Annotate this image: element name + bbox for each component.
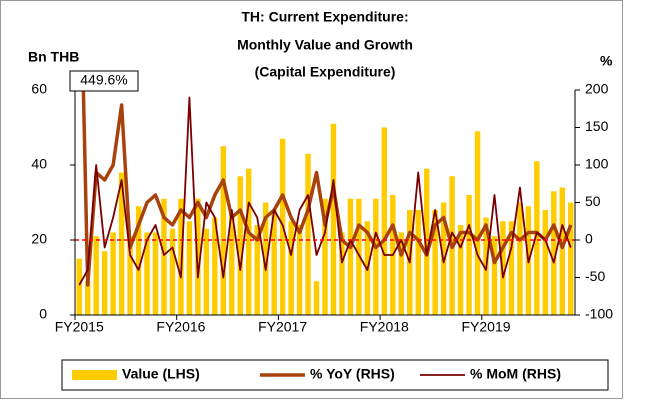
bar xyxy=(500,221,506,315)
bar xyxy=(339,232,345,315)
bar xyxy=(508,221,515,315)
bar xyxy=(76,258,82,315)
legend-label: % MoM (RHS) xyxy=(470,366,561,382)
bar xyxy=(373,198,379,315)
bar xyxy=(466,195,472,315)
bar xyxy=(220,146,227,315)
chart-title: TH: Current Expenditure: xyxy=(241,9,408,25)
bar xyxy=(559,187,565,315)
y2-tick-label: -100 xyxy=(585,306,613,322)
bar xyxy=(356,198,362,315)
y2-tick-label: 100 xyxy=(585,156,609,172)
y-tick-label: 40 xyxy=(31,156,47,172)
bar xyxy=(347,198,354,315)
annotation: 449.6% xyxy=(80,72,127,88)
bar xyxy=(195,198,201,315)
bar xyxy=(542,210,549,315)
bar xyxy=(551,191,557,315)
bar xyxy=(415,210,421,315)
bar xyxy=(127,236,133,315)
bar xyxy=(186,221,193,315)
x-tick-label: FY2017 xyxy=(258,319,307,335)
bar xyxy=(271,210,277,315)
bar xyxy=(93,236,99,315)
y2-tick-label: 150 xyxy=(585,118,609,134)
x-tick-label: FY2018 xyxy=(360,319,409,335)
bar xyxy=(101,251,108,315)
chart-title: (Capital Expenditure) xyxy=(255,64,396,80)
bar xyxy=(288,221,294,315)
bar xyxy=(229,213,235,315)
x-tick-label: FY2019 xyxy=(461,319,510,335)
bar xyxy=(423,168,430,315)
bar xyxy=(110,232,116,315)
bar xyxy=(296,225,303,315)
bar xyxy=(313,281,320,315)
bar xyxy=(135,206,142,315)
plot-area xyxy=(76,90,574,315)
y-tick-label: 60 xyxy=(31,81,47,97)
bar xyxy=(398,232,404,315)
bar xyxy=(118,172,125,315)
bar xyxy=(85,281,91,315)
bar xyxy=(491,236,498,315)
bar xyxy=(203,228,210,315)
legend-label: Value (LHS) xyxy=(122,366,200,382)
legend-label: % YoY (RHS) xyxy=(310,366,395,382)
y-axis-label: Bn THB xyxy=(28,49,79,65)
bar xyxy=(212,217,218,315)
y-tick-label: 0 xyxy=(39,306,47,322)
x-tick-label: FY2015 xyxy=(55,319,104,335)
bar xyxy=(161,198,167,315)
bar xyxy=(517,202,523,315)
y2-tick-label: 200 xyxy=(585,81,609,97)
bar xyxy=(178,198,184,315)
y2-tick-label: 0 xyxy=(585,231,593,247)
annotation-box xyxy=(69,70,139,92)
bar xyxy=(457,225,464,315)
y2-tick-label: 50 xyxy=(585,193,601,209)
line xyxy=(78,96,572,286)
bar xyxy=(152,232,159,315)
chart-title: Monthly Value and Growth xyxy=(237,37,413,53)
bar xyxy=(432,210,438,315)
bar xyxy=(246,168,252,315)
bar xyxy=(254,225,260,315)
bar xyxy=(568,202,574,315)
bar xyxy=(144,232,150,315)
bar xyxy=(381,127,388,315)
bar xyxy=(474,131,481,315)
y2-tick-label: -50 xyxy=(585,268,605,284)
x-tick-label: FY2016 xyxy=(156,319,205,335)
bar xyxy=(305,153,311,315)
legend-swatch xyxy=(72,370,117,380)
bar xyxy=(169,228,176,315)
bar xyxy=(322,198,328,315)
legend-box xyxy=(61,359,609,391)
bar xyxy=(534,161,540,315)
bar xyxy=(262,202,269,315)
bar xyxy=(237,176,243,315)
y-tick-label: 20 xyxy=(31,231,47,247)
bar xyxy=(330,123,337,315)
y2-axis-label: % xyxy=(600,53,613,69)
